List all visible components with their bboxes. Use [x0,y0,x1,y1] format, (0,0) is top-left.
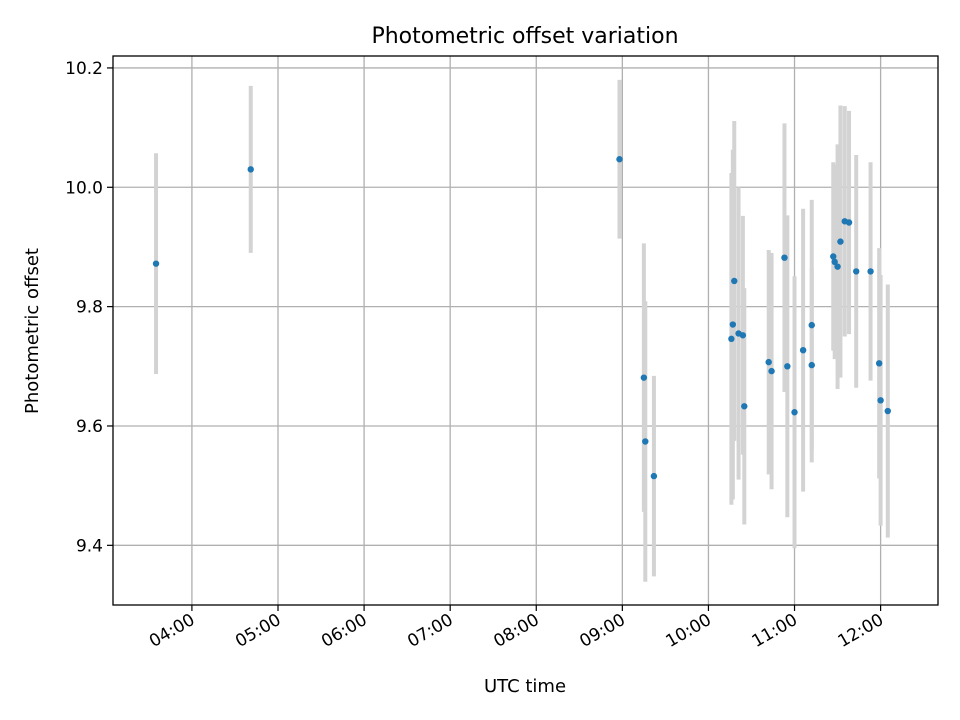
data-point [867,268,874,275]
x-axis-label: UTC time [484,676,566,697]
chart-title: Photometric offset variation [371,24,678,49]
data-point [247,166,254,173]
data-point [728,335,735,343]
data-point [837,238,844,245]
grid-layer [113,56,938,605]
data-point [834,263,841,270]
data-point [831,258,838,266]
data-point [729,321,737,328]
data-point [791,409,798,416]
data-point [781,254,788,261]
data-point [884,407,891,415]
data-point [799,346,807,354]
data-point [739,332,747,339]
data-point [845,219,853,226]
data-point [784,363,791,370]
data-point [640,374,648,381]
data-point [768,367,775,375]
plot-frame [112,55,939,606]
data-point [830,253,837,260]
y-tick-label: 10.0 [65,178,103,198]
data-point [808,361,815,369]
data-point [765,358,772,366]
y-tick-label: 9.6 [76,417,103,437]
data-point [642,438,649,445]
y-tick-label: 9.8 [76,298,103,318]
data-point [853,268,860,275]
data-point [808,321,815,329]
data-point [152,260,160,267]
data-point [877,397,884,404]
data-point [741,403,748,410]
data-point [650,472,658,480]
y-tick-label: 10.2 [65,59,103,79]
data-point [875,360,883,367]
y-axis-label: Photometric offset [22,248,43,414]
data-point [616,156,623,163]
y-tick-label: 9.4 [76,536,103,556]
data-point [731,277,738,285]
point-layer [152,156,891,480]
